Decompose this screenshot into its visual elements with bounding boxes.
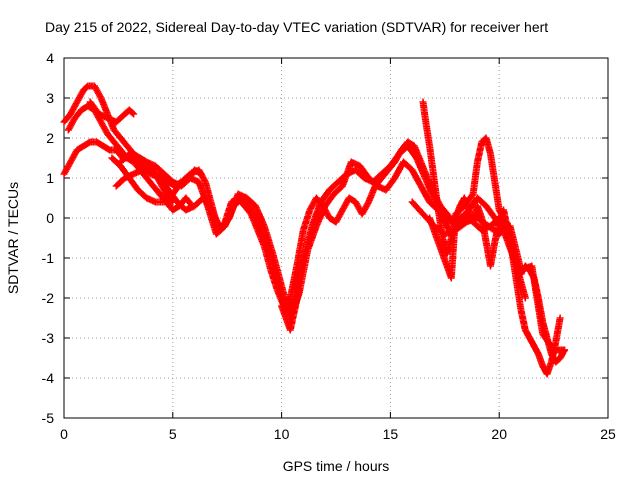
data-points <box>60 82 568 378</box>
plot-frame <box>63 57 609 419</box>
y-tick-label: 4 <box>46 50 54 66</box>
data-point <box>468 191 476 199</box>
y-tick-label: 0 <box>46 210 54 226</box>
series-trace-4 <box>86 98 138 126</box>
data-point <box>201 177 209 184</box>
x-tick-label: 10 <box>274 426 290 442</box>
y-tick-label: -3 <box>42 330 55 346</box>
y-tick-label: 2 <box>46 130 54 146</box>
x-axis-label: GPS time / hours <box>283 458 390 474</box>
y-tick-label: 1 <box>46 170 54 186</box>
y-axis-label: SDTVAR / TECUs <box>5 182 21 294</box>
y-tick-label: 3 <box>46 90 54 106</box>
x-tick-label: 15 <box>383 426 399 442</box>
grid <box>64 58 608 418</box>
x-tick-label: 25 <box>600 426 616 442</box>
data-point <box>129 109 136 117</box>
data-point <box>130 110 138 118</box>
series-trace-11 <box>408 198 568 354</box>
data-point <box>295 286 303 294</box>
y-tick-label: -5 <box>42 410 55 426</box>
y-tick-label: -4 <box>42 370 55 386</box>
data-point <box>364 200 372 207</box>
y-tick-label: -2 <box>42 290 55 306</box>
series-trace-8 <box>278 286 303 334</box>
data-point <box>521 294 529 302</box>
y-tick-label: -1 <box>42 250 55 266</box>
data-point <box>556 314 564 322</box>
x-tick-label: 0 <box>60 426 68 442</box>
chart-title: Day 215 of 2022, Sidereal Day-to-day VTE… <box>45 19 548 35</box>
data-point <box>96 93 104 100</box>
x-tick-label: 5 <box>169 426 177 442</box>
data-point <box>560 346 568 354</box>
x-tick-label: 20 <box>491 426 507 442</box>
